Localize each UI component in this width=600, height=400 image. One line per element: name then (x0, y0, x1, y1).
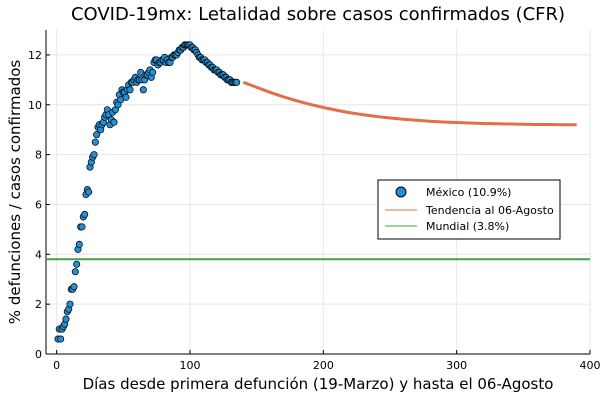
legend-label-mexico: México (10.9%) (426, 186, 511, 199)
legend-item-tendencia: Tendencia al 06-Agosto (385, 204, 554, 217)
series-layer (46, 41, 590, 343)
x-axis-ticks: 0 100 200 300 400 (53, 350, 600, 372)
y-axis-ticks: 0 2 4 6 8 10 12 (28, 49, 50, 361)
x-axis-label: Días desde primera defunción (19-Marzo) … (83, 375, 554, 393)
x-tick-label: 0 (53, 359, 60, 372)
mexico-data-point (57, 335, 65, 343)
mexico-data-point (93, 131, 101, 139)
mexico-data-point (66, 300, 74, 308)
mexico-data-point (73, 260, 81, 268)
mexico-data-point (71, 268, 79, 276)
mexico-data-point (149, 68, 157, 76)
mexico-data-point (75, 240, 83, 248)
legend-item-mundial: Mundial (3.8%) (385, 220, 509, 233)
mexico-data-point (126, 86, 134, 94)
x-tick-label: 300 (446, 359, 467, 372)
legend-label-tendencia: Tendencia al 06-Agosto (425, 204, 554, 217)
y-tick-label: 6 (35, 198, 42, 211)
chart-title: COVID-19mx: Letalidad sobre casos confir… (71, 4, 565, 25)
y-tick-label: 12 (28, 49, 42, 62)
y-tick-label: 8 (35, 149, 42, 162)
mexico-data-point (81, 210, 89, 218)
legend-label-mundial: Mundial (3.8%) (426, 220, 509, 233)
mexico-data-point (90, 151, 98, 159)
mexico-data-point (233, 78, 241, 86)
mexico-data-point (91, 138, 99, 146)
tendencia-trend-line (242, 80, 577, 127)
mexico-data-point (139, 86, 147, 94)
y-tick-label: 0 (35, 348, 42, 361)
y-tick-label: 2 (35, 298, 42, 311)
mexico-data-point (70, 283, 78, 291)
x-tick-label: 200 (313, 359, 334, 372)
legend-marker-mexico (395, 186, 407, 198)
x-tick-label: 100 (180, 359, 201, 372)
mexico-data-point (122, 93, 130, 101)
mexico-data-point (62, 315, 70, 323)
mexico-data-point (110, 118, 118, 126)
x-tick-label: 400 (580, 359, 600, 372)
y-axis-label: % defunciones / casos confirmados (6, 60, 24, 325)
legend: México (10.9%) Tendencia al 06-Agosto Mu… (377, 179, 561, 240)
y-tick-label: 10 (28, 99, 42, 112)
mexico-data-point (85, 188, 93, 196)
y-tick-label: 4 (35, 248, 42, 261)
mexico-data-point (78, 223, 86, 231)
legend-item-mexico: México (10.9%) (395, 186, 511, 199)
